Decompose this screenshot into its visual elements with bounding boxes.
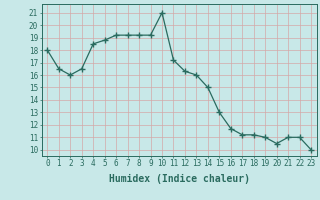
X-axis label: Humidex (Indice chaleur): Humidex (Indice chaleur) — [109, 174, 250, 184]
